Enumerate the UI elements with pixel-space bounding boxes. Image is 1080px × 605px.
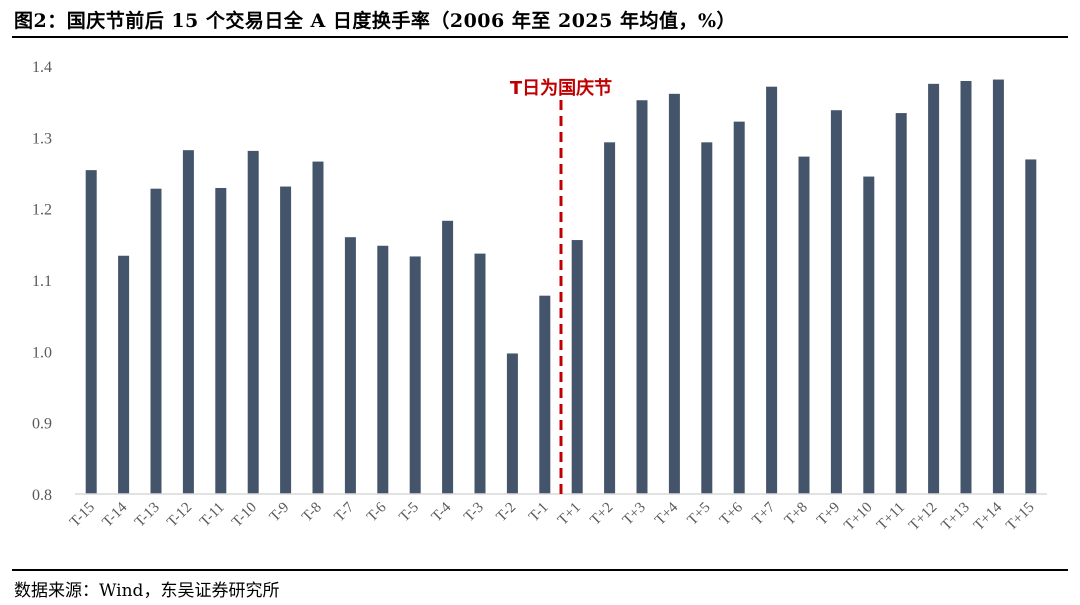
x-tick-label: T-6	[364, 499, 390, 525]
bar-T+7	[766, 86, 778, 494]
y-tick-label: 0.8	[32, 487, 52, 504]
bar-T-12	[182, 150, 194, 494]
bar-T-13	[150, 188, 162, 494]
holiday-annotation: T日为国庆节	[510, 77, 612, 494]
x-tick-label: T+3	[620, 500, 649, 529]
bar-T-1	[539, 295, 551, 494]
x-tick-label: T-13	[132, 500, 163, 531]
y-tick-label: 1.0	[32, 344, 52, 361]
bar-T+6	[733, 121, 745, 494]
x-tick-label: T+14	[971, 499, 1006, 534]
x-tick-label: T+15	[1003, 500, 1037, 534]
x-tick-label: T+6	[717, 499, 746, 528]
x-tick-label: T+11	[874, 500, 908, 534]
x-tick-label: T-14	[99, 499, 130, 530]
bar-T+1	[571, 240, 583, 494]
bar-T+8	[798, 156, 810, 495]
x-tick-label: T-2	[494, 500, 520, 526]
x-tick-label: T-3	[461, 500, 487, 526]
bar-T-3	[474, 253, 486, 494]
x-tick-label: T-11	[197, 500, 228, 531]
bar-T-14	[118, 255, 130, 494]
chart-title: 图2：国庆节前后 15 个交易日全 A 日度换手率（2006 年至 2025 年…	[14, 10, 737, 32]
y-tick-label: 1.4	[32, 59, 52, 76]
x-tick-label: T+12	[906, 500, 940, 534]
bar-T-10	[247, 150, 259, 495]
x-axis: T-15 T-14 T-13 T-12 T-11 T-10 T-9 T-8 T-7 T-6 T-5 T…	[67, 493, 1047, 534]
bar-T+12	[928, 83, 940, 494]
bar-T-15	[85, 170, 97, 494]
bar-T-11	[215, 187, 227, 495]
x-tick-label: T+8	[782, 500, 811, 529]
y-tick-label: 1.2	[32, 202, 52, 219]
x-tick-label: T+4	[652, 499, 681, 528]
bar-T+5	[701, 142, 713, 494]
bar-T+9	[830, 110, 842, 494]
bar-T-2	[506, 353, 518, 494]
y-axis: 0.8 0.9 1.0 1.1 1.2 1.3 1.4	[32, 59, 52, 504]
footer-rule	[12, 569, 1068, 571]
bar-series	[85, 79, 1037, 495]
bar-T+11	[895, 113, 907, 494]
x-tick-label: T-1	[526, 500, 552, 526]
x-tick-label: T+9	[814, 500, 843, 529]
x-tick-label: T+1	[555, 500, 584, 529]
bar-T+14	[992, 79, 1004, 494]
y-tick-label: 0.9	[32, 416, 52, 433]
bar-T-7	[344, 237, 356, 494]
bar-T+2	[604, 142, 616, 494]
bar-T-9	[280, 186, 292, 494]
x-tick-label: T-9	[267, 500, 293, 526]
x-tick-label: T+5	[685, 500, 714, 529]
x-tick-label: T-4	[429, 499, 455, 525]
title-rule	[12, 36, 1068, 38]
bar-T+3	[636, 100, 648, 495]
bar-T+4	[668, 93, 680, 494]
bar-T+13	[960, 80, 972, 494]
x-tick-label: T+10	[841, 500, 875, 534]
x-tick-label: T-5	[396, 500, 422, 526]
x-tick-label: T-10	[229, 500, 260, 531]
bar-T+10	[863, 176, 875, 495]
x-tick-label: T-12	[164, 500, 195, 531]
data-source-note: 数据来源：Wind，东吴证券研究所	[14, 581, 280, 601]
y-tick-label: 1.1	[32, 273, 52, 290]
x-tick-label: T-8	[299, 500, 325, 526]
x-tick-label: T-7	[332, 499, 358, 525]
x-tick-label: T-15	[67, 500, 98, 531]
x-tick-label: T+2	[587, 500, 616, 529]
bar-T-6	[377, 245, 389, 494]
bar-T-5	[409, 256, 421, 494]
bar-T+15	[1025, 159, 1037, 495]
x-tick-label: T+7	[749, 499, 778, 528]
x-tick-label: T+13	[938, 500, 972, 534]
bar-T-8	[312, 161, 324, 494]
holiday-annotation-label: T日为国庆节	[510, 77, 612, 99]
bar-T-4	[442, 220, 454, 494]
y-tick-label: 1.3	[32, 130, 52, 147]
